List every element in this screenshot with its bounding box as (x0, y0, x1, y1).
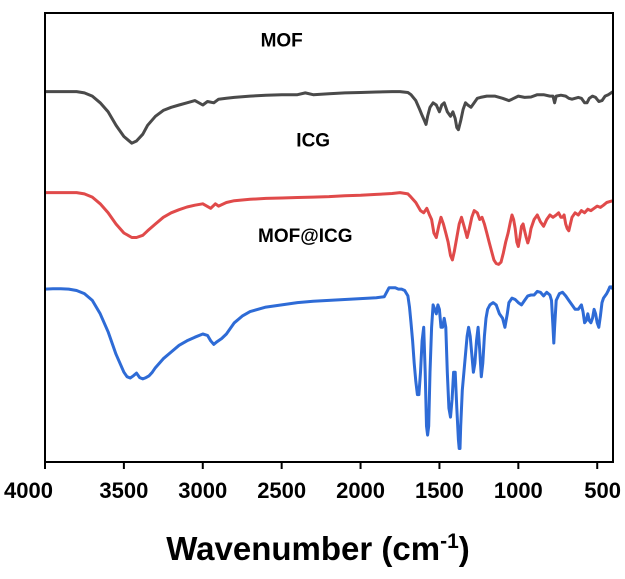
x-tick-label: 2000 (336, 478, 385, 503)
series-label-icg: ICG (296, 130, 330, 151)
series-line-mof-icg (44, 285, 615, 450)
x-axis-label-text: Wavenumber (cm (166, 530, 440, 567)
x-tick-label: 1000 (494, 478, 543, 503)
plot-frame (44, 12, 614, 463)
x-tick-label: 3000 (178, 478, 227, 503)
x-tick-label: 1500 (415, 478, 464, 503)
series-layer (44, 90, 615, 450)
x-axis-ticks: 4000 3500 3000 2500 2000 1500 1000 500 (4, 462, 621, 503)
series-label-mof-icg: MOF@ICG (258, 226, 353, 247)
x-axis-label-superscript: -1 (440, 530, 459, 553)
x-tick-label: 4000 (4, 478, 53, 503)
x-tick-label: 500 (584, 478, 621, 503)
x-axis-label: Wavenumber (cm-1) (166, 530, 470, 567)
x-tick-label: 3500 (99, 478, 148, 503)
series-label-mof: MOF (261, 31, 303, 52)
series-labels: MOF ICG MOF@ICG (258, 31, 353, 247)
x-tick-label: 2500 (257, 478, 306, 503)
x-axis-label-close: ) (459, 530, 470, 567)
series-line-mof (45, 90, 614, 145)
series-line-icg (45, 191, 614, 266)
